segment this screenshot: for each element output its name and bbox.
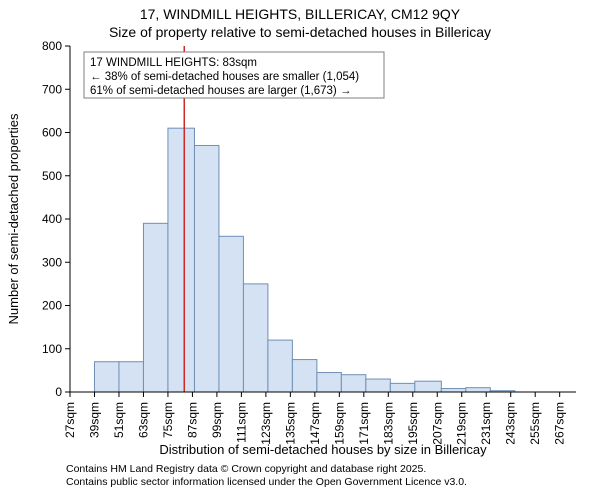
x-tick-label: 99sqm: [210, 402, 224, 438]
y-tick-label: 200: [42, 299, 62, 313]
footer-line: Contains public sector information licen…: [66, 476, 467, 488]
histogram-bar: [366, 379, 390, 392]
histogram-bar: [466, 388, 490, 392]
x-tick-label: 135sqm: [283, 402, 297, 445]
x-tick-label: 219sqm: [455, 402, 469, 445]
histogram-chart: 0 100 200 300 400 500 600 700 800 27sqm 39sqm 51sqm…: [0, 0, 600, 500]
histogram-bar: [143, 223, 167, 392]
y-tick-label: 800: [42, 39, 62, 53]
x-tick-label: 231sqm: [479, 402, 493, 445]
x-tick-label: 123sqm: [259, 402, 273, 445]
histogram-bar: [243, 284, 267, 392]
y-tick-label: 300: [42, 255, 62, 269]
histogram-bar: [168, 128, 195, 392]
y-tick-label: 100: [42, 342, 62, 356]
histogram-bar: [219, 236, 243, 392]
footer-line: Contains HM Land Registry data © Crown c…: [66, 463, 426, 475]
histogram-bar: [119, 362, 143, 392]
histogram-bar: [317, 373, 341, 392]
x-tick-label: 39sqm: [87, 402, 101, 438]
x-tick-label: 51sqm: [112, 402, 126, 438]
histogram-bar: [341, 375, 365, 392]
y-tick-label: 500: [42, 169, 62, 183]
y-tick-label: 700: [42, 82, 62, 96]
x-tick-label: 63sqm: [136, 402, 150, 438]
x-tick-label: 183sqm: [381, 402, 395, 445]
histogram-bar: [94, 362, 118, 392]
x-tick-label: 207sqm: [430, 402, 444, 445]
x-tick-label: 147sqm: [308, 402, 322, 445]
histogram-bar: [390, 383, 414, 392]
histogram-bar: [194, 145, 218, 392]
x-axis-label: Distribution of semi-detached houses by …: [159, 442, 487, 457]
x-tick-label: 27sqm: [63, 402, 77, 438]
x-tick-label: 111sqm: [234, 402, 248, 443]
x-tick-label: 75sqm: [161, 402, 175, 438]
histogram-bar: [268, 340, 292, 392]
y-tick-label: 400: [42, 212, 62, 226]
x-tick-label: 195sqm: [406, 402, 420, 445]
y-tick-label: 0: [55, 385, 62, 399]
x-tick-label: 243sqm: [504, 402, 518, 445]
annotation-line: ← 38% of semi-detached houses are smalle…: [90, 71, 359, 83]
histogram-bar: [415, 381, 442, 392]
annotation-line: 61% of semi-detached houses are larger (…: [90, 85, 351, 97]
x-tick-label: 255sqm: [528, 402, 542, 445]
x-tick-label: 171sqm: [357, 402, 371, 445]
histogram-bar: [292, 360, 316, 392]
annotation-line: 17 WINDMILL HEIGHTS: 83sqm: [90, 57, 257, 69]
y-tick-label: 600: [42, 126, 62, 140]
y-axis-label: Number of semi-detached properties: [6, 113, 21, 324]
histogram-bar: [441, 389, 465, 392]
x-tick-label: 159sqm: [332, 402, 346, 445]
x-tick-label: 267sqm: [553, 402, 567, 445]
x-tick-label: 87sqm: [185, 402, 199, 438]
